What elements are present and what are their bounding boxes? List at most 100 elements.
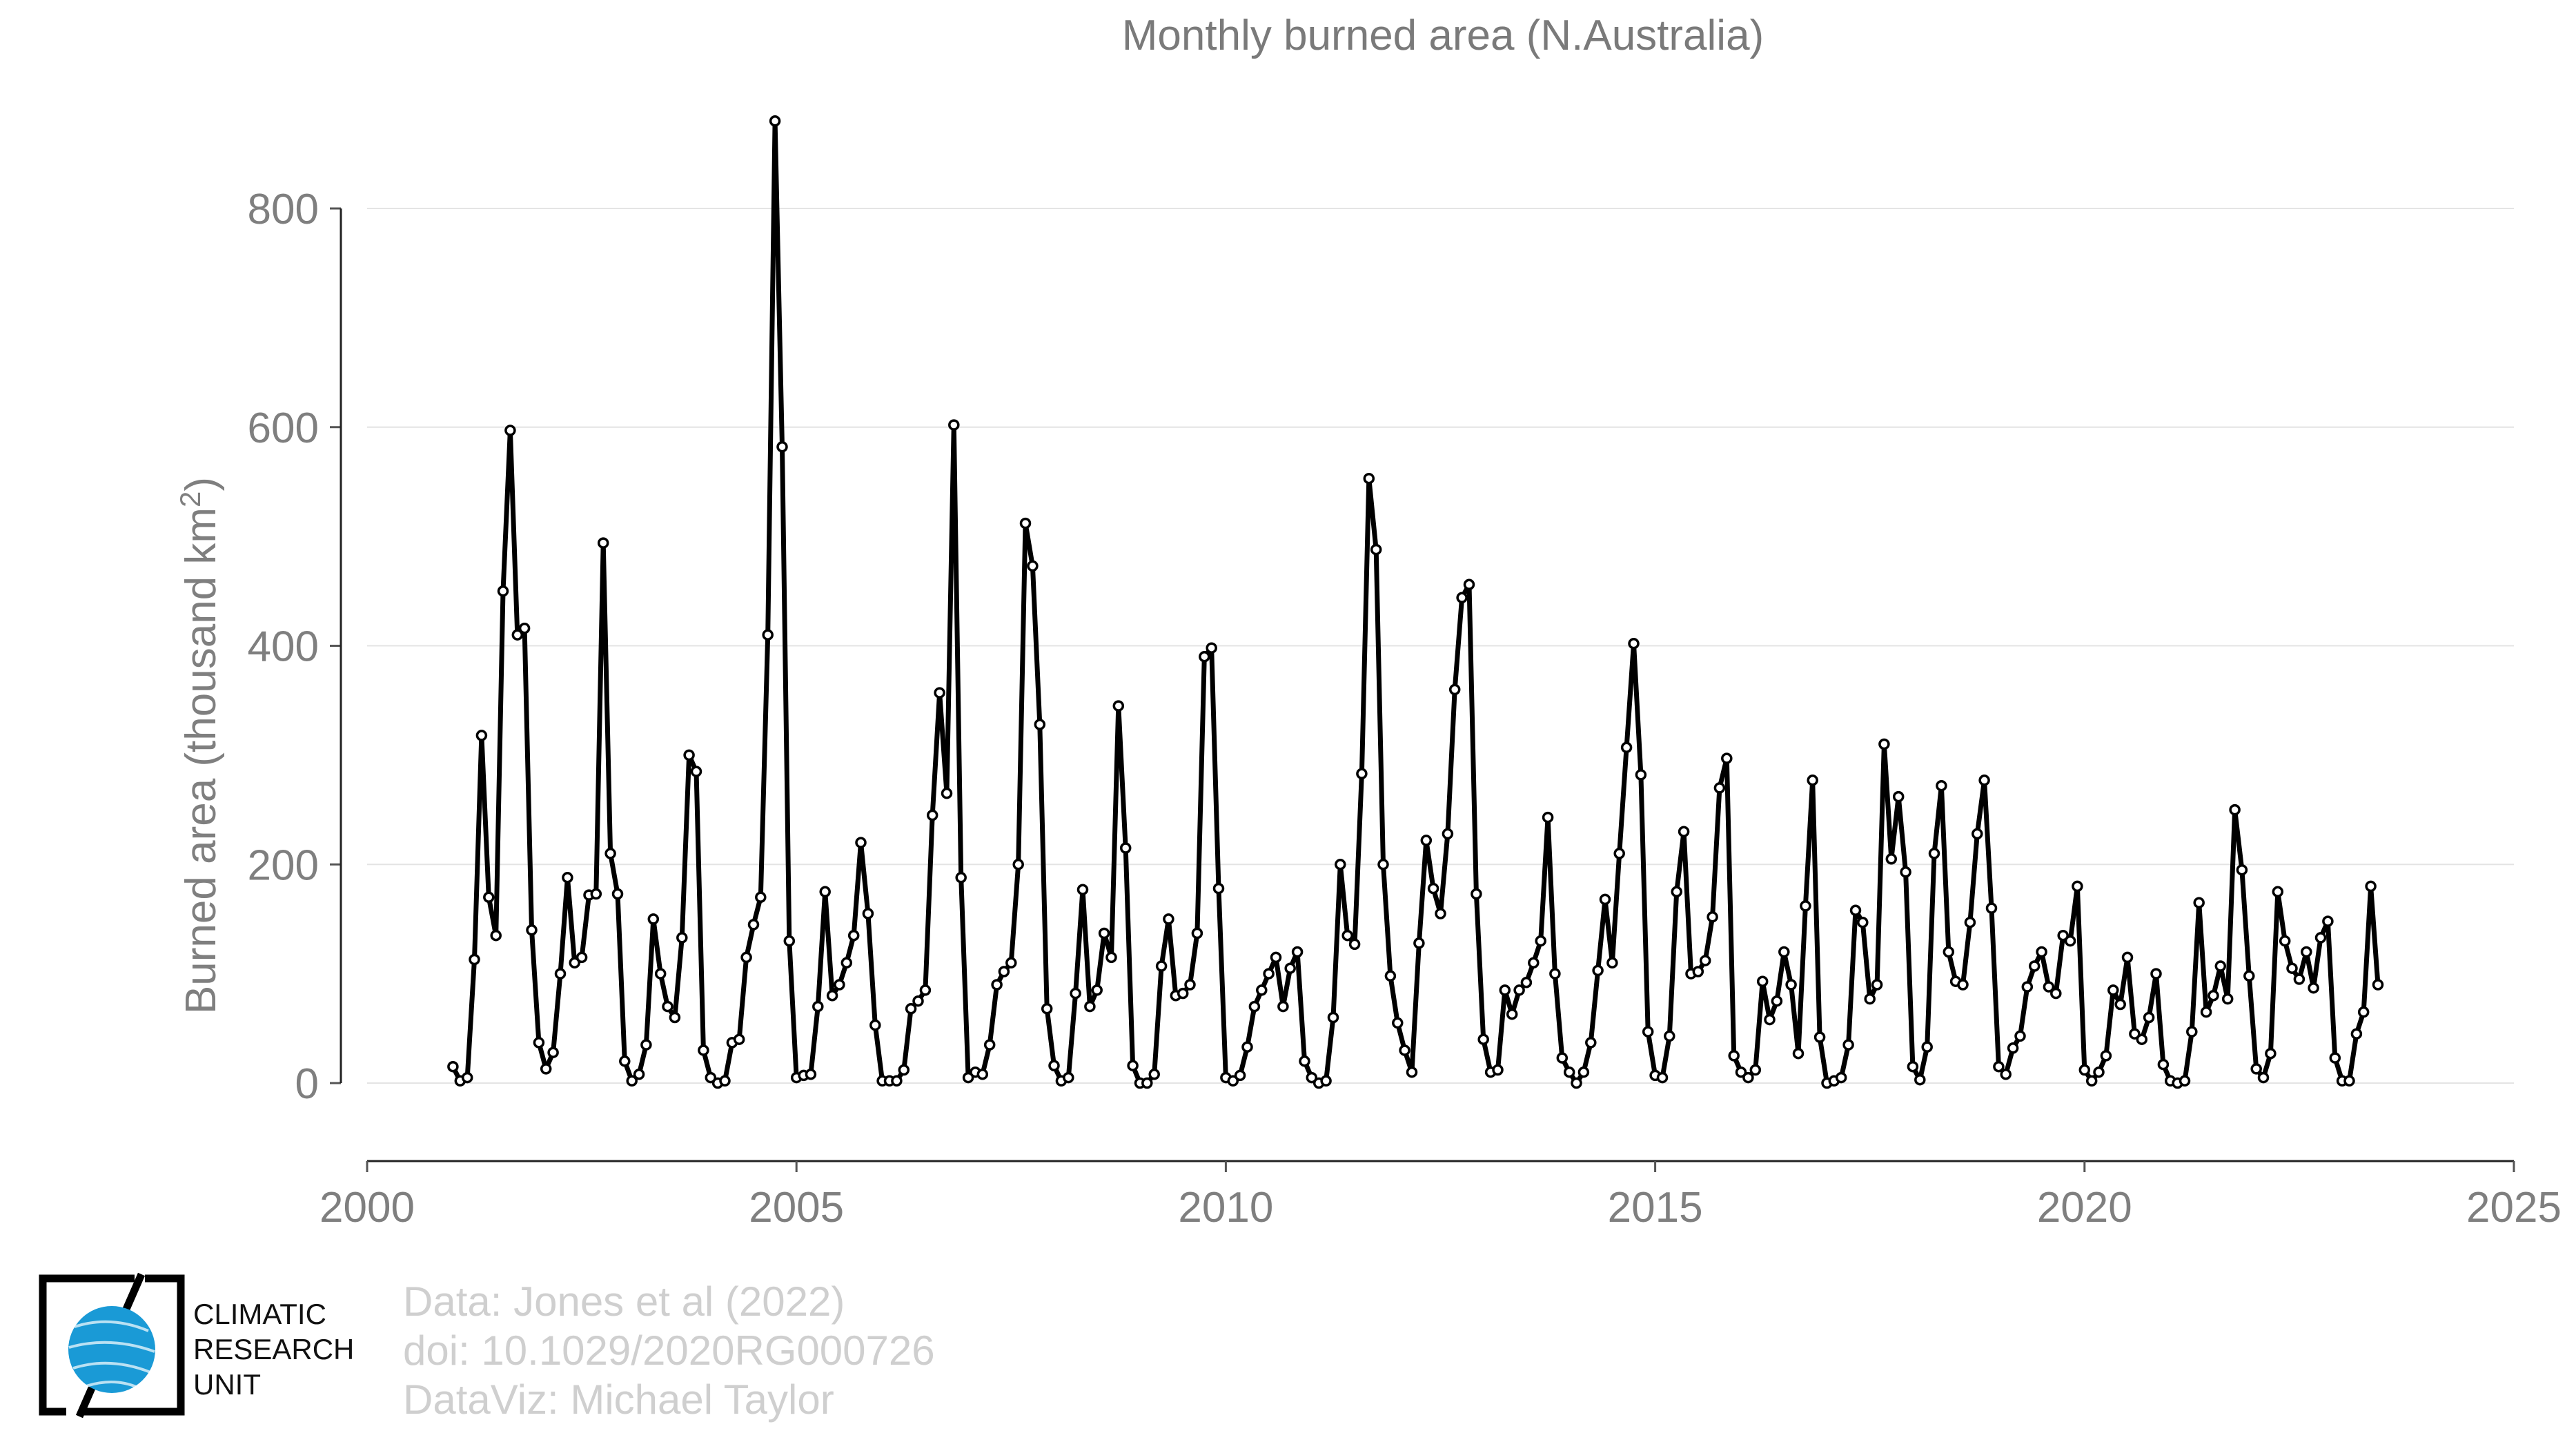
data-point — [2314, 932, 2327, 944]
data-point — [1857, 916, 1869, 928]
data-point — [1335, 859, 1346, 870]
data-point — [511, 629, 524, 641]
data-point — [812, 1000, 824, 1013]
data-point — [1549, 968, 1561, 980]
data-point — [1792, 1047, 1805, 1060]
data-point — [647, 913, 660, 925]
data-point — [1807, 775, 1818, 786]
data-point — [976, 1069, 989, 1080]
data-point — [1556, 1052, 1569, 1064]
data-point — [2221, 993, 2234, 1005]
data-point — [2322, 915, 2334, 927]
series-line — [451, 118, 2381, 1086]
data-point — [2208, 990, 2219, 1002]
data-point — [2078, 1064, 2091, 1076]
data-point — [819, 886, 831, 898]
data-point — [1348, 938, 1361, 951]
data-point — [626, 1075, 638, 1087]
data-point — [962, 1071, 974, 1084]
data-point — [1155, 960, 1168, 972]
data-point — [533, 1037, 545, 1049]
data-point — [2214, 960, 2227, 972]
data-point — [1141, 1077, 1153, 1089]
data-point — [1084, 1000, 1096, 1013]
data-point — [1406, 1066, 1418, 1078]
data-point — [1993, 1060, 2005, 1073]
data-point — [2286, 962, 2298, 974]
data-point — [805, 1069, 817, 1080]
data-point — [1907, 1060, 1919, 1073]
data-point — [912, 995, 924, 1007]
data-point — [948, 419, 960, 431]
data-point — [991, 979, 1003, 991]
data-point — [834, 979, 845, 991]
data-point — [1105, 951, 1117, 964]
data-point — [1163, 913, 1174, 925]
data-point — [2093, 1066, 2105, 1078]
data-point — [2114, 998, 2126, 1011]
x-tick-label: 2020 — [2037, 1184, 2132, 1231]
data-point — [1978, 775, 1990, 786]
data-point — [2365, 880, 2377, 893]
globe-icon — [68, 1306, 155, 1393]
data-point — [769, 115, 781, 127]
logo-text-climatic: CLIMATIC — [193, 1298, 326, 1330]
data-point — [862, 908, 874, 919]
data-point — [1112, 700, 1125, 712]
data-point — [1341, 929, 1353, 942]
data-point — [1448, 683, 1461, 696]
data-point — [1370, 543, 1382, 556]
data-point — [2064, 935, 2076, 947]
data-point — [490, 929, 502, 942]
y-axis-label: Burned area (thousand km2) — [174, 477, 225, 1014]
data-point — [604, 848, 616, 859]
data-point — [1206, 642, 1217, 654]
data-point — [1148, 1069, 1160, 1080]
data-point — [2057, 929, 2069, 942]
logo-frame-left — [39, 1274, 135, 1416]
data-point — [855, 837, 867, 848]
data-point — [504, 425, 516, 436]
data-point — [2072, 880, 2083, 893]
y-axis-ticks: 0 200 400 600 800 — [248, 186, 342, 1108]
y-tick-label: 600 — [248, 405, 319, 452]
data-point — [1692, 966, 1704, 977]
data-point — [1477, 1033, 1489, 1045]
data-point — [1849, 904, 1862, 917]
data-point — [1613, 848, 1625, 859]
data-point — [1871, 979, 1883, 991]
data-point — [1227, 1075, 1239, 1087]
data-point — [1320, 1075, 1332, 1087]
data-point — [1671, 886, 1682, 898]
gridlines — [367, 208, 2514, 1084]
x-tick-label: 2005 — [749, 1184, 844, 1231]
data-point — [1277, 1000, 1289, 1013]
data-point — [1936, 779, 1947, 792]
data-point — [1577, 1066, 1590, 1078]
data-point — [669, 1011, 681, 1024]
data-point — [1656, 1071, 1669, 1084]
data-point — [1263, 968, 1275, 980]
data-point — [2021, 981, 2034, 993]
data-point — [1520, 977, 1533, 989]
data-point — [919, 984, 932, 996]
logo-text-unit: UNIT — [193, 1368, 261, 1401]
data-point — [1735, 1066, 1747, 1078]
data-point — [1306, 1071, 1318, 1084]
data-point — [1471, 888, 1482, 900]
data-point — [1435, 908, 1446, 919]
data-points — [447, 115, 2384, 1089]
data-point — [776, 441, 788, 453]
data-point — [2193, 897, 2205, 908]
data-point — [1199, 651, 1210, 663]
data-point — [1513, 984, 1525, 996]
globe-stripes — [68, 1320, 155, 1389]
data-point — [2372, 979, 2384, 991]
data-point — [2243, 970, 2255, 982]
data-point — [733, 1033, 745, 1045]
data-point — [683, 749, 695, 761]
data-point — [2179, 1075, 2191, 1087]
data-point — [1885, 853, 1898, 865]
credit-data-source: Data: Jones et al (2022) — [403, 1278, 845, 1325]
data-point — [1019, 517, 1032, 529]
